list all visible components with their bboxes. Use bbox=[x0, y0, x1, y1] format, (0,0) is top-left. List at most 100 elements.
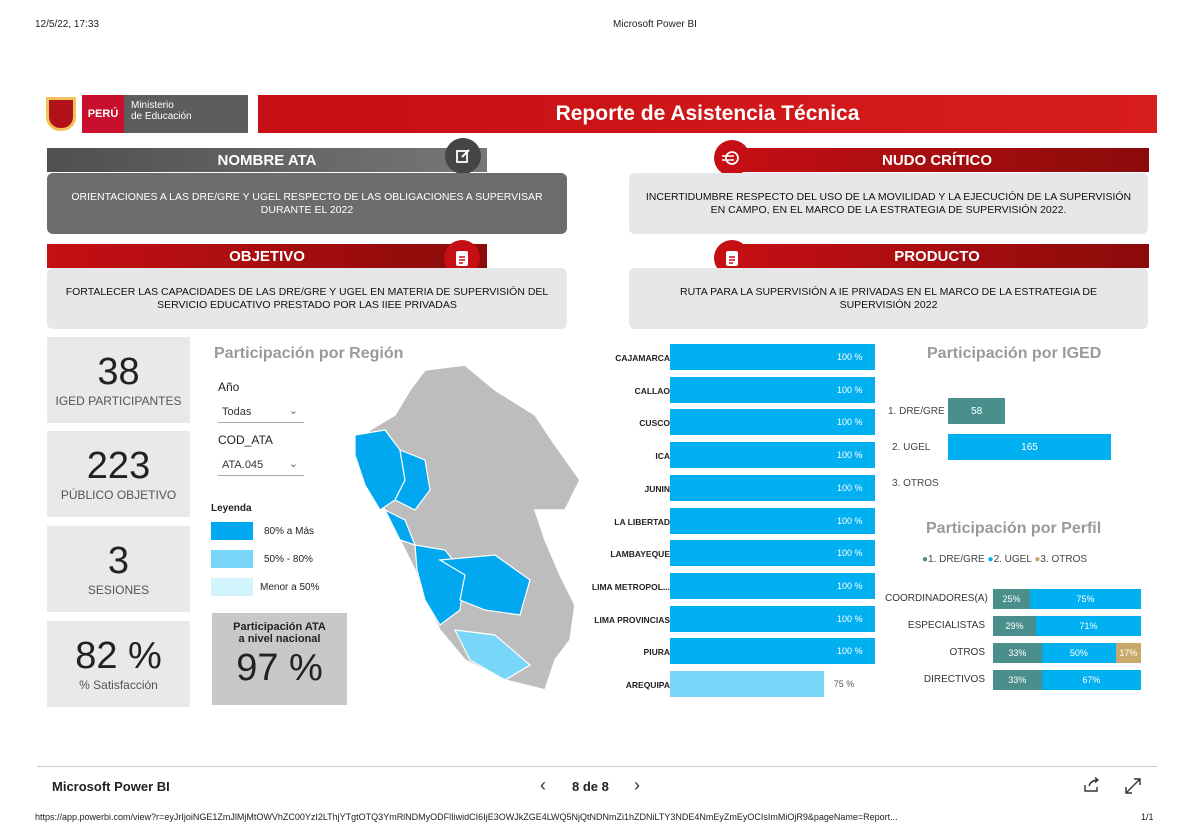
ata-national-label-2: a nivel nacional bbox=[238, 633, 321, 645]
region-bar-label: PIURA bbox=[643, 647, 670, 658]
iged-bar-label: 2. UGEL bbox=[892, 442, 931, 453]
legend-dot: ● bbox=[987, 554, 994, 565]
iged-bar-label: 3. OTROS bbox=[892, 478, 939, 489]
region-panel-title: Participación por Región bbox=[214, 345, 404, 362]
legend-label: 3. OTROS bbox=[1040, 554, 1088, 565]
iged-bar-label: 1. DRE/GRE bbox=[888, 406, 945, 417]
region-bar[interactable] bbox=[670, 638, 875, 665]
region-bar-label: CALLAO bbox=[634, 385, 670, 396]
legend-swatch bbox=[211, 578, 253, 596]
kpi-label: % Satisfacción bbox=[79, 678, 158, 692]
perfil-segment[interactable]: 67% bbox=[1041, 670, 1141, 690]
perfil-segment[interactable]: 71% bbox=[1035, 616, 1141, 636]
peru-map[interactable] bbox=[345, 360, 595, 710]
report-title: Reporte de Asistencia Técnica bbox=[258, 95, 1157, 133]
kpi-card-iged: 38 IGED PARTICIPANTES bbox=[47, 337, 190, 423]
year-slicer[interactable]: Todas ⌄ bbox=[218, 401, 304, 423]
perfil-segment[interactable]: 25% bbox=[993, 589, 1030, 609]
chevron-down-icon: ⌄ bbox=[288, 405, 298, 417]
share-icon[interactable] bbox=[1083, 776, 1101, 798]
region-bar-value: 100 % bbox=[837, 515, 863, 526]
objetivo-title: OBJETIVO bbox=[47, 244, 487, 268]
region-bar-value: 100 % bbox=[837, 613, 863, 624]
next-page-icon[interactable]: › bbox=[634, 775, 640, 795]
coat-of-arms-icon bbox=[46, 97, 76, 131]
fullscreen-icon[interactable] bbox=[1124, 777, 1142, 800]
iged-bar[interactable]: 165 bbox=[948, 434, 1111, 460]
chevron-down-icon: ⌄ bbox=[288, 458, 298, 470]
region-bar[interactable] bbox=[670, 507, 875, 534]
producto-text: RUTA PARA LA SUPERVISIÓN A IE PRIVADAS E… bbox=[629, 268, 1148, 329]
perfil-row-label: OTROS bbox=[949, 647, 985, 658]
iged-panel-title: Participación por IGED bbox=[927, 345, 1102, 362]
perfil-segment[interactable]: 33% bbox=[993, 643, 1042, 663]
region-bar-value: 75 % bbox=[833, 679, 855, 689]
print-page-number: 1/1 bbox=[1141, 812, 1154, 822]
ata-national-label-1: Participación ATA bbox=[233, 621, 326, 633]
region-bar[interactable] bbox=[670, 376, 875, 403]
footer-divider bbox=[37, 766, 1157, 767]
page-indicator: 8 de 8 bbox=[572, 779, 609, 794]
perfil-row-label: DIRECTIVOS bbox=[923, 674, 985, 685]
objetivo-text: FORTALECER LAS CAPACIDADES DE LAS DRE/GR… bbox=[47, 268, 567, 329]
year-slicer-label: Año bbox=[218, 380, 240, 394]
ministry-line-1: Ministerio bbox=[131, 100, 174, 111]
ministry-label: Ministerio de Educación bbox=[124, 95, 248, 133]
iged-bar[interactable]: 58 bbox=[948, 398, 1006, 424]
iged-bar-chart: 1. DRE/GRE 58 2. UGEL 165 3. OTROS bbox=[885, 398, 1155, 498]
region-bar-value: 100 % bbox=[837, 548, 863, 559]
code-slicer[interactable]: ATA.045 ⌄ bbox=[218, 454, 304, 476]
region-bar[interactable] bbox=[670, 671, 824, 697]
region-bar[interactable] bbox=[670, 344, 875, 370]
ministry-logo: PERÚ Ministerio de Educación bbox=[46, 95, 248, 133]
kpi-label: SESIONES bbox=[87, 583, 150, 597]
region-bar[interactable] bbox=[670, 442, 875, 469]
region-bar-value: 100 % bbox=[837, 417, 863, 428]
region-bar-value: 100 % bbox=[837, 352, 863, 362]
perfil-legend: ●1. DRE/GRE ●2. UGEL ●3. OTROS bbox=[922, 554, 1087, 565]
perfil-segment[interactable]: 29% bbox=[993, 616, 1036, 636]
region-bar[interactable] bbox=[670, 605, 875, 632]
region-bar-value: 100 % bbox=[837, 450, 863, 461]
footer-brand: Microsoft Power BI bbox=[52, 779, 170, 794]
nombre-ata-title: NOMBRE ATA bbox=[47, 148, 487, 172]
kpi-card-sesiones: 3 SESIONES bbox=[47, 526, 190, 612]
region-bar[interactable] bbox=[670, 474, 875, 501]
region-bar-value: 100 % bbox=[837, 580, 863, 591]
kpi-value: 3 bbox=[107, 540, 130, 582]
kpi-value: 38 bbox=[97, 351, 140, 393]
perfil-panel-title: Participación por Perfil bbox=[926, 520, 1102, 537]
region-bar[interactable] bbox=[670, 540, 875, 567]
kpi-value: 82 % bbox=[75, 635, 162, 677]
perfil-segment[interactable]: 17% bbox=[1115, 643, 1141, 663]
print-title: Microsoft Power BI bbox=[613, 19, 697, 30]
region-bar-label: LAMBAYEQUE bbox=[610, 549, 670, 560]
region-bar-label: AREQUIPA bbox=[625, 680, 670, 690]
legend-swatch bbox=[211, 550, 253, 568]
region-bar-label: LIMA METROPOL... bbox=[591, 581, 670, 592]
nombre-ata-text: ORIENTACIONES A LAS DRE/GRE Y UGEL RESPE… bbox=[47, 173, 567, 234]
region-bar-label: JUNIN bbox=[644, 483, 670, 494]
perfil-stacked-chart: COORDINADORES(A) 25% 75% ESPECIALISTAS 29% 71… bbox=[885, 589, 1145, 699]
kpi-label: IGED PARTICIPANTES bbox=[55, 394, 182, 408]
kpi-label: PÚBLICO OBJETIVO bbox=[60, 488, 177, 502]
kpi-value: 223 bbox=[86, 445, 151, 487]
prev-page-icon[interactable]: ‹ bbox=[540, 775, 546, 795]
kpi-card-satisfaccion: 82 % % Satisfacción bbox=[47, 621, 190, 707]
perfil-segment[interactable]: 33% bbox=[993, 670, 1042, 690]
perfil-segment[interactable]: 50% bbox=[1041, 643, 1116, 663]
region-bar[interactable] bbox=[670, 572, 875, 599]
target-icon bbox=[714, 140, 750, 176]
nudo-critico-title: NUDO CRÍTICO bbox=[725, 148, 1149, 172]
peru-label: PERÚ bbox=[82, 95, 124, 133]
region-bar-chart: CAJAMARCA 100 % CALLAO 100 % CUSCO 100 % ICA 10… bbox=[560, 344, 890, 706]
region-bar-value: 100 % bbox=[837, 384, 863, 395]
code-slicer-label: COD_ATA bbox=[218, 433, 273, 447]
perfil-segment[interactable]: 75% bbox=[1030, 589, 1141, 609]
region-bar-label: CAJAMARCA bbox=[615, 353, 670, 363]
region-bar[interactable] bbox=[670, 409, 875, 436]
ata-national-value: 97 % bbox=[236, 647, 323, 689]
ata-national-card: Participación ATA a nivel nacional 97 % bbox=[212, 613, 347, 705]
code-slicer-value: ATA.045 bbox=[222, 459, 264, 471]
region-bar-label: LA LIBERTAD bbox=[614, 516, 670, 527]
